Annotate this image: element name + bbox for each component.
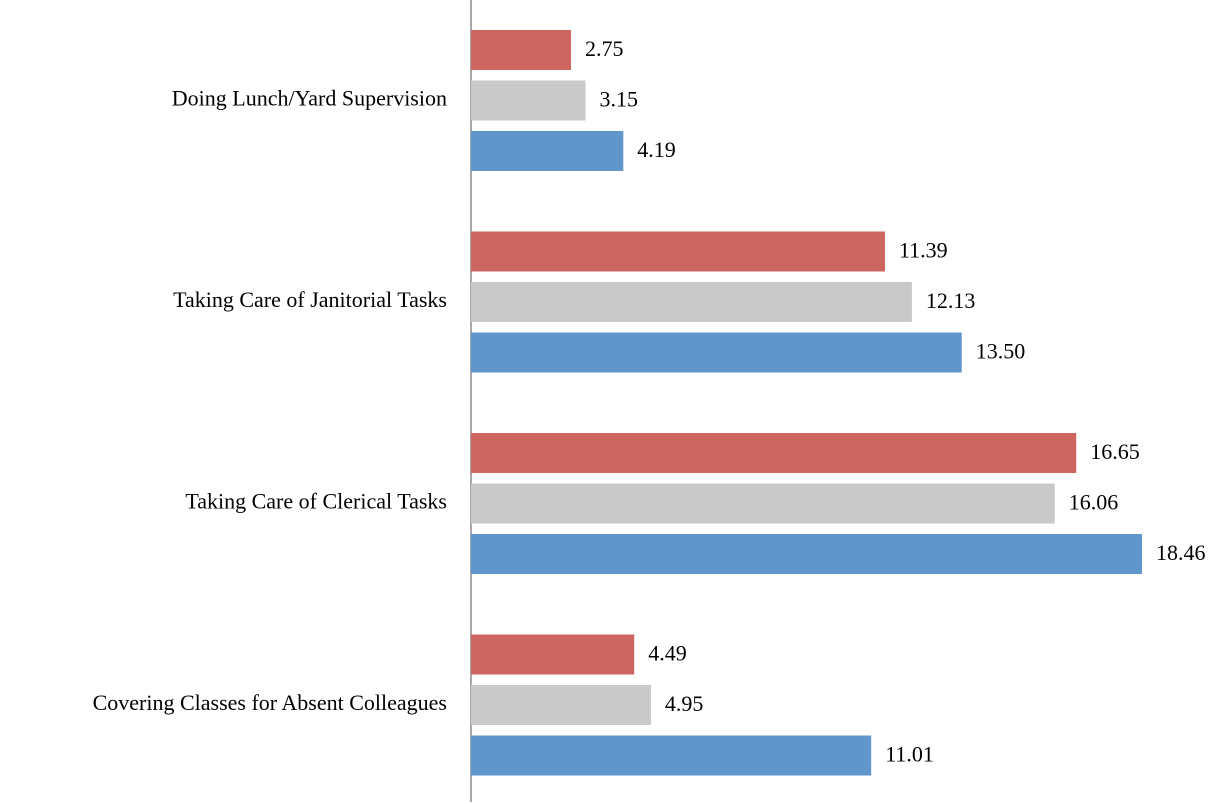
value-label: 4.95 (665, 691, 704, 716)
bar (471, 231, 886, 272)
bar (471, 735, 872, 776)
bar (471, 30, 571, 70)
category-label: Covering Classes for Absent Colleagues (93, 690, 447, 715)
value-label: 11.39 (899, 238, 948, 263)
value-label: 12.13 (926, 288, 976, 313)
bar (471, 282, 912, 322)
category-label: Doing Lunch/Yard Supervision (172, 86, 447, 111)
bar (471, 685, 651, 725)
value-label: 11.01 (885, 742, 934, 767)
bar (471, 634, 635, 675)
value-label: 16.65 (1090, 439, 1140, 464)
value-label: 4.49 (648, 641, 687, 666)
value-label: 2.75 (585, 36, 624, 61)
bar (471, 534, 1142, 574)
value-label: 4.19 (637, 137, 676, 162)
bar (471, 483, 1055, 524)
value-label: 3.15 (599, 87, 638, 112)
value-label: 16.06 (1069, 490, 1119, 515)
category-label: Taking Care of Clerical Tasks (185, 489, 447, 514)
category-label: Taking Care of Janitorial Tasks (173, 287, 447, 312)
value-label: 13.50 (976, 339, 1026, 364)
bar (471, 332, 962, 373)
bar (471, 131, 624, 171)
value-label: 18.46 (1156, 540, 1206, 565)
bar (471, 433, 1077, 473)
bar (471, 80, 586, 121)
